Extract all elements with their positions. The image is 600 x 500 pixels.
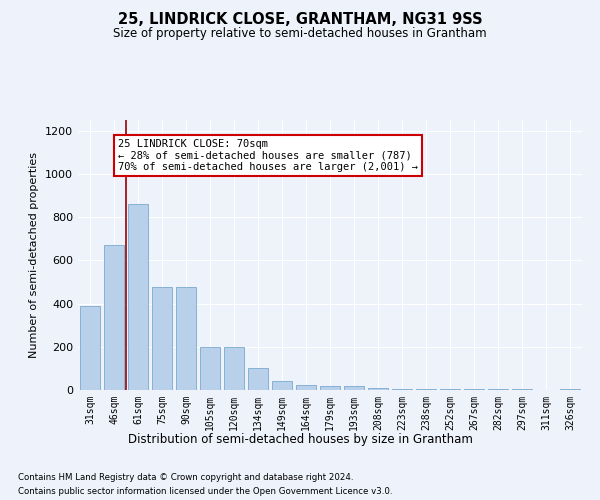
Bar [224,347,244,390]
Bar [440,389,460,390]
Text: Size of property relative to semi-detached houses in Grantham: Size of property relative to semi-detach… [113,28,487,40]
Bar [80,306,100,390]
Y-axis label: Number of semi-detached properties: Number of semi-detached properties [29,152,40,358]
Bar [416,389,436,390]
Bar [344,386,364,390]
Bar [512,389,532,390]
Bar [152,288,172,390]
Bar [464,389,484,390]
Bar [128,204,148,390]
Bar [392,389,412,390]
Bar [272,382,292,390]
Bar [488,389,508,390]
Text: 25, LINDRICK CLOSE, GRANTHAM, NG31 9SS: 25, LINDRICK CLOSE, GRANTHAM, NG31 9SS [118,12,482,28]
Bar [176,288,196,390]
Bar [560,389,580,390]
Text: Distribution of semi-detached houses by size in Grantham: Distribution of semi-detached houses by … [128,432,472,446]
Text: 25 LINDRICK CLOSE: 70sqm
← 28% of semi-detached houses are smaller (787)
70% of : 25 LINDRICK CLOSE: 70sqm ← 28% of semi-d… [118,139,418,172]
Bar [296,384,316,390]
Bar [248,368,268,390]
Bar [320,386,340,390]
Bar [368,388,388,390]
Text: Contains public sector information licensed under the Open Government Licence v3: Contains public sector information licen… [18,488,392,496]
Text: Contains HM Land Registry data © Crown copyright and database right 2024.: Contains HM Land Registry data © Crown c… [18,472,353,482]
Bar [200,347,220,390]
Bar [104,246,124,390]
